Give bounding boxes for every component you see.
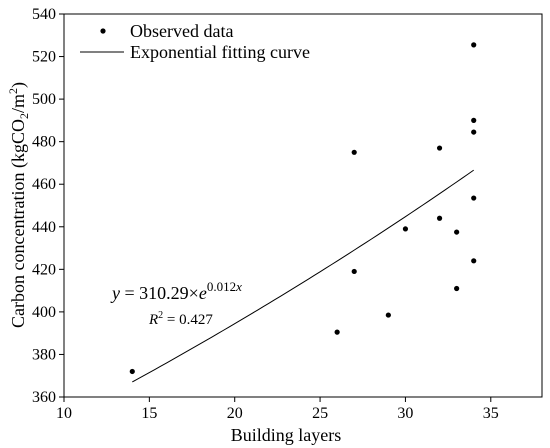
x-tick-label: 10	[56, 405, 72, 422]
data-point	[471, 117, 477, 123]
x-tick-label: 15	[141, 405, 157, 422]
axis-ticks: 10 15 20 25 30 35 360 380 400 420 440 460 480 500 520 5…	[32, 6, 499, 422]
data-point	[402, 226, 409, 232]
y-tick-label: 500	[32, 91, 56, 108]
data-point	[471, 195, 477, 201]
plot-frame	[63, 13, 543, 398]
y-tick-label: 540	[32, 6, 56, 23]
y-tick-label: 480	[32, 134, 56, 151]
r-squared: R2 = 0.427	[148, 310, 213, 328]
data-point	[351, 268, 357, 275]
data-point	[454, 229, 460, 235]
data-point	[334, 329, 340, 335]
data-point	[454, 285, 460, 292]
data-point	[471, 129, 477, 135]
x-tick-label: 25	[312, 405, 328, 422]
legend-label-observed: Observed data	[130, 21, 233, 41]
x-tick-label: 30	[397, 405, 413, 422]
fit-curve	[132, 169, 474, 383]
data-point	[385, 312, 391, 318]
data-point	[129, 368, 135, 375]
legend-label-fit: Exponential fitting curve	[130, 42, 310, 62]
fit-equation: y = 310.29×e0.012x	[110, 279, 242, 303]
y-axis-title: Carbon concentration (kgCO2/m2)	[6, 82, 31, 328]
data-point	[471, 42, 477, 48]
data-point	[436, 215, 443, 221]
y-tick-label: 420	[32, 261, 56, 278]
fit-curve-group	[132, 169, 474, 383]
data-point	[471, 258, 477, 264]
y-tick-label: 460	[32, 176, 56, 193]
legend: Observed data Exponential fitting curve	[80, 21, 310, 62]
legend-marker-observed	[100, 28, 106, 34]
x-tick-label: 35	[483, 405, 499, 422]
x-tick-label: 20	[227, 405, 243, 422]
x-axis-title: Building layers	[231, 425, 342, 445]
y-tick-label: 520	[32, 49, 56, 66]
y-tick-label: 360	[32, 389, 56, 406]
y-tick-label: 400	[32, 304, 56, 321]
y-tick-label: 440	[32, 219, 56, 236]
data-points	[129, 42, 477, 375]
data-point	[436, 145, 443, 151]
data-point	[351, 149, 357, 155]
y-tick-label: 380	[32, 346, 56, 363]
